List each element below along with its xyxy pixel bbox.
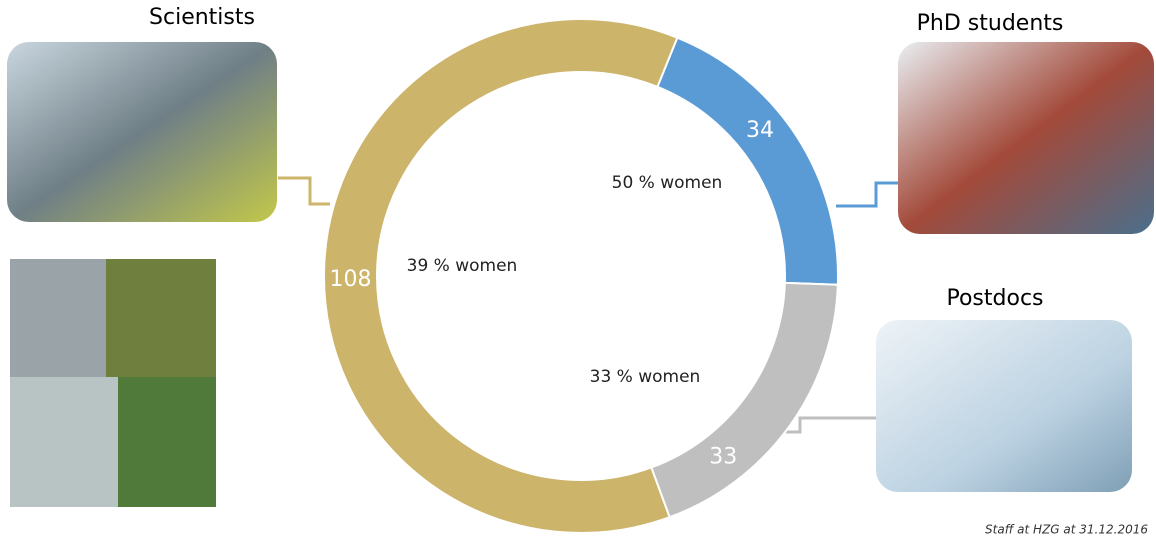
photo	[898, 42, 1154, 234]
value-label: 108	[330, 267, 372, 292]
connector	[836, 181, 898, 208]
photo	[876, 320, 1132, 492]
portraits	[10, 259, 216, 507]
annotation: 50 % women	[612, 173, 723, 193]
connector	[278, 176, 330, 206]
category-label: Postdocs	[946, 286, 1043, 311]
portrait	[106, 259, 216, 377]
annotation: 33 % women	[590, 367, 701, 387]
donut-segment	[650, 281, 839, 519]
value-label: 33	[709, 444, 737, 469]
category-label: Scientists	[149, 5, 255, 30]
portrait	[10, 259, 106, 377]
photo	[7, 42, 277, 222]
connector	[786, 416, 878, 434]
value-label: 34	[746, 118, 774, 143]
footnote: Staff at HZG at 31.12.2016	[985, 523, 1148, 536]
annotation: 39 % women	[407, 256, 518, 276]
connectors	[278, 176, 898, 434]
donut-segment	[323, 18, 679, 534]
portrait	[10, 377, 118, 507]
category-label: PhD students	[917, 11, 1064, 36]
portrait	[118, 377, 216, 507]
donut-segment	[656, 36, 839, 286]
